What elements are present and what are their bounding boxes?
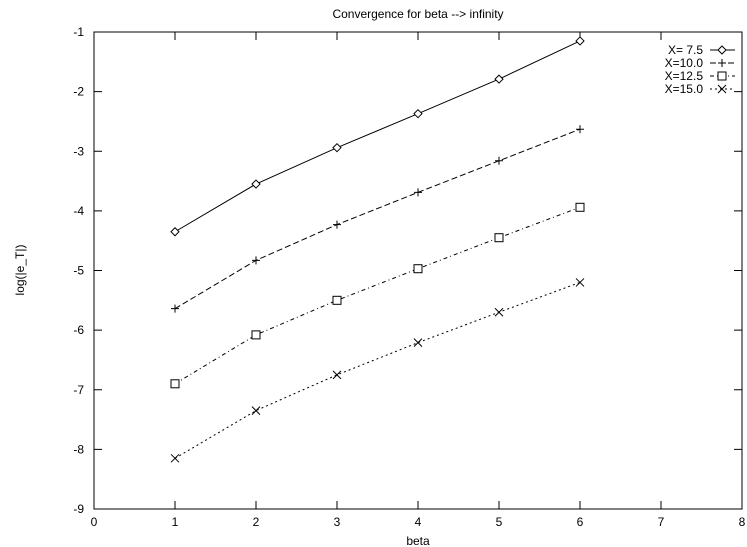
x-tick-label: 1 <box>172 515 179 529</box>
legend-label: X=10.0 <box>665 56 704 70</box>
data-point-marker <box>494 233 504 243</box>
data-point-marker <box>413 264 423 274</box>
data-point-marker <box>575 278 585 287</box>
series-group: X=10.0 <box>171 56 735 313</box>
x-axis-label: beta <box>406 534 430 547</box>
data-point-marker <box>413 338 423 347</box>
data-point-marker <box>171 304 179 313</box>
series-group: X=15.0 <box>170 82 735 463</box>
chart-title: Convergence for beta --> infinity <box>332 7 503 21</box>
data-point-marker <box>252 256 260 265</box>
data-point-marker <box>575 202 585 212</box>
x-tick-label: 0 <box>91 515 98 529</box>
x-tick-label: 4 <box>415 515 422 529</box>
legend-marker <box>717 71 727 81</box>
data-point-marker <box>170 379 180 389</box>
data-point-marker <box>333 220 341 229</box>
x-tick-label: 5 <box>496 515 503 529</box>
legend-marker <box>717 84 727 94</box>
data-point-marker <box>170 453 180 463</box>
series-group: X=12.5 <box>170 69 735 389</box>
x-tick-label: 7 <box>658 515 665 529</box>
series-line <box>174 206 581 385</box>
data-point-marker <box>170 227 180 237</box>
series-line <box>174 40 581 233</box>
y-axis-label: log(|e_T|) <box>13 245 27 296</box>
legend-marker <box>717 45 727 55</box>
data-point-marker <box>332 295 342 305</box>
legend-marker <box>718 59 726 67</box>
data-point-marker <box>414 188 422 197</box>
data-point-marker <box>332 370 342 380</box>
x-tick-label: 6 <box>577 515 584 529</box>
y-tick-label: -4 <box>73 204 84 218</box>
data-point-marker <box>575 36 585 46</box>
series-line <box>174 128 581 310</box>
data-point-marker <box>332 142 342 153</box>
data-point-marker <box>494 307 504 317</box>
y-tick-label: -3 <box>73 144 84 158</box>
data-point-marker <box>251 330 261 340</box>
series-line <box>174 281 581 459</box>
legend-label: X=15.0 <box>665 82 704 96</box>
y-tick-label: -6 <box>73 323 84 337</box>
data-point-marker <box>251 179 261 189</box>
y-tick-label: -9 <box>73 502 84 516</box>
legend-label: X=12.5 <box>665 69 704 83</box>
y-tick-label: -2 <box>73 85 84 99</box>
x-tick-label: 2 <box>253 515 260 529</box>
y-tick-label: -7 <box>73 383 84 397</box>
y-tick-label: -1 <box>73 25 84 39</box>
data-point-marker <box>494 74 504 84</box>
y-tick-label: -5 <box>73 264 84 278</box>
data-point-marker <box>413 108 423 119</box>
x-tick-label: 3 <box>334 515 341 529</box>
x-tick-label: 8 <box>739 515 746 529</box>
data-point-marker <box>495 156 503 165</box>
data-point-marker <box>251 406 261 415</box>
y-tick-label: -8 <box>73 442 84 456</box>
series-group: X= 7.5 <box>170 36 735 237</box>
data-point-marker <box>576 125 584 134</box>
legend-label: X= 7.5 <box>668 43 703 57</box>
